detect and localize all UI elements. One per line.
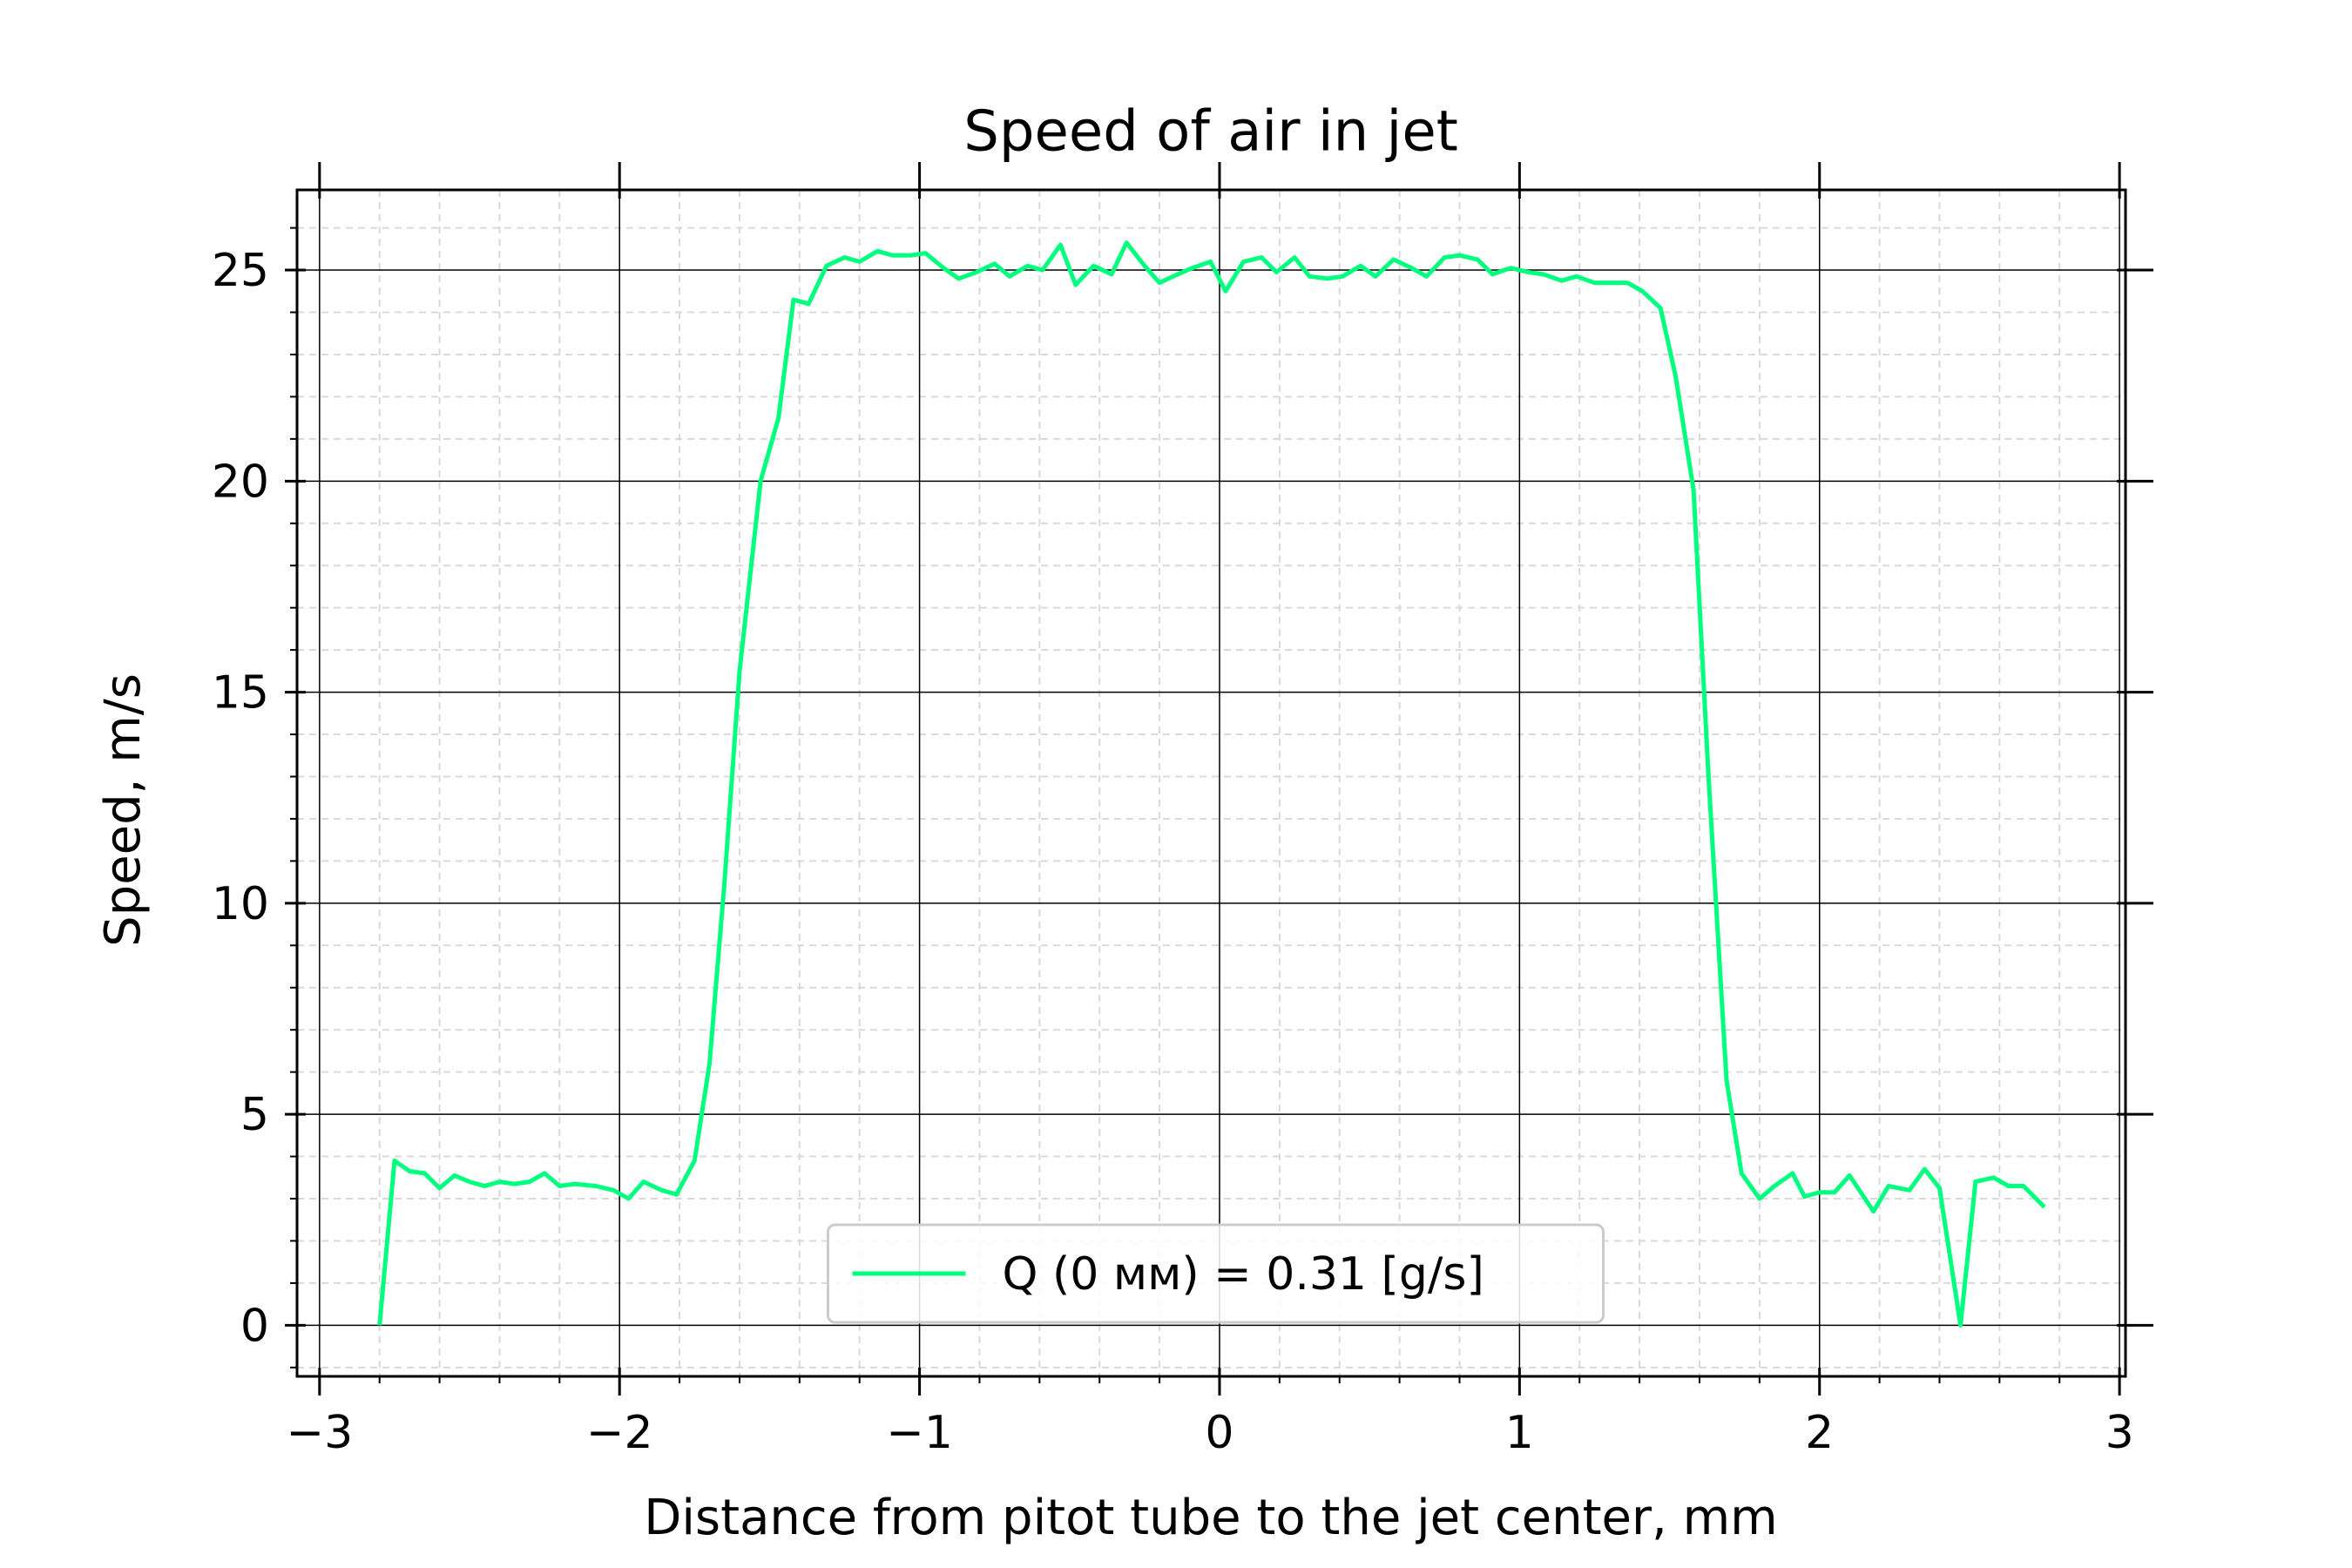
y-axis-label: Speed, m/s <box>95 673 152 947</box>
y-tick-label: 0 <box>240 1300 269 1352</box>
data-line <box>377 240 2046 1328</box>
chart-title: Speed of air in jet <box>963 100 1458 165</box>
plot-frame <box>295 188 2127 1378</box>
x-tick-label: 2 <box>1805 1407 1834 1459</box>
legend-label: Q (0 мм) = 0.31 [g/s] <box>1003 1248 1484 1301</box>
x-axis-label: Distance from pitot tube to the jet cent… <box>644 1490 1777 1546</box>
legend-box <box>827 1223 1605 1324</box>
x-tick-label: −3 <box>287 1407 354 1459</box>
y-tick-label: 15 <box>212 667 269 720</box>
x-tick-label: 3 <box>2105 1407 2134 1459</box>
legend: Q (0 мм) = 0.31 [g/s] <box>827 1223 1605 1324</box>
y-tick-label: 25 <box>212 245 269 297</box>
x-tick-label: −1 <box>886 1407 953 1459</box>
y-tick-label: 10 <box>212 878 269 930</box>
x-tick-label: −2 <box>586 1407 653 1459</box>
x-tick-label: 1 <box>1505 1407 1534 1459</box>
y-tick-label: 5 <box>240 1089 269 1141</box>
x-tick-label: 0 <box>1205 1407 1233 1459</box>
y-tick-label: 20 <box>212 456 269 508</box>
